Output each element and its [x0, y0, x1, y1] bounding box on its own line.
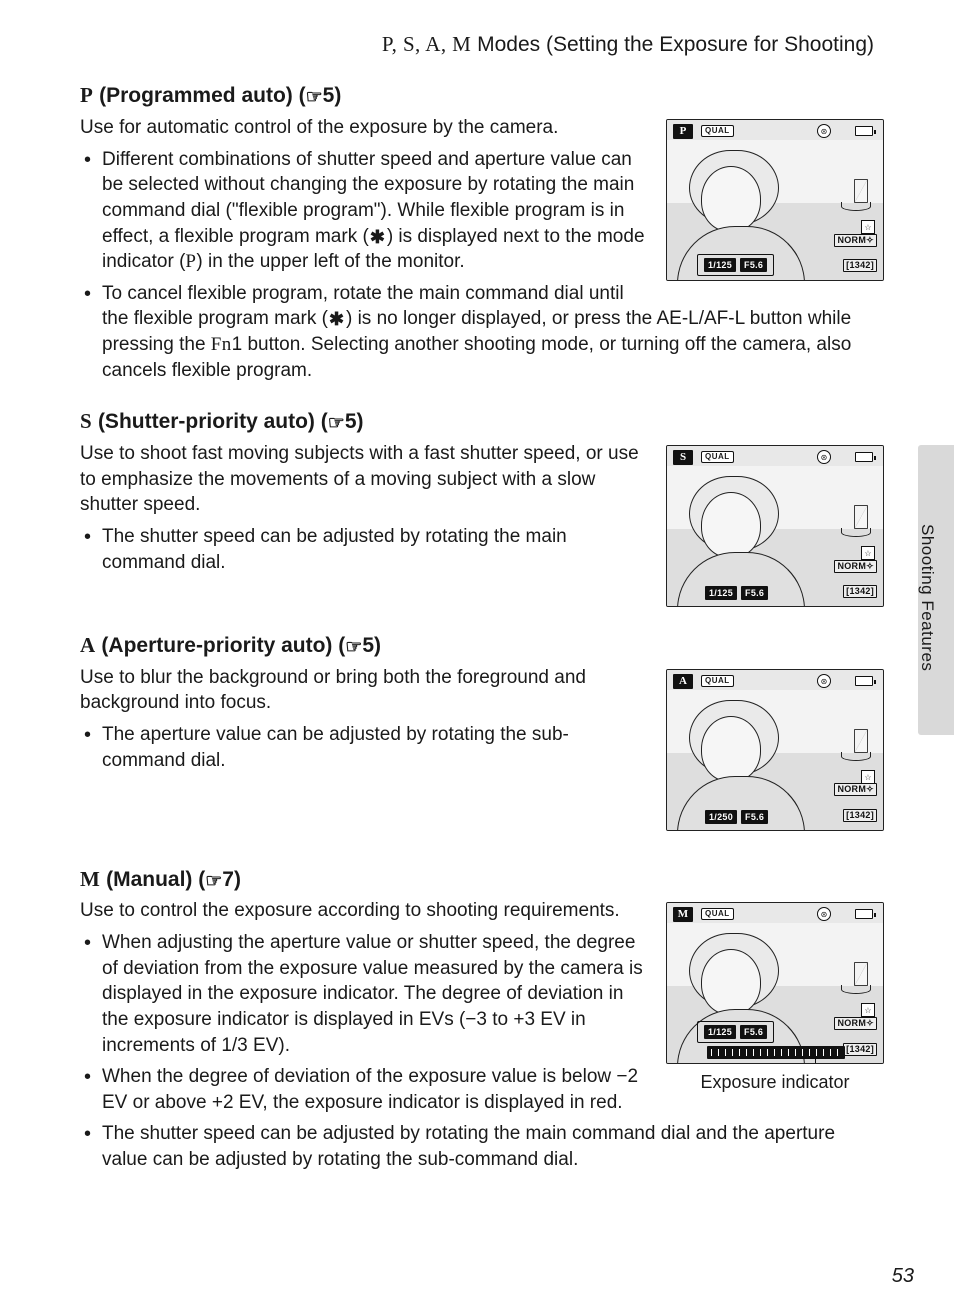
section-p: P (Programmed auto) (☞5) P QUAL ⊛ NR✧ ☆ …: [80, 81, 884, 389]
heading-s-glyph: S: [80, 409, 92, 433]
bullet-s-1: The shutter speed can be adjusted by rot…: [80, 524, 884, 575]
heading-m-rest: (Manual) (: [100, 868, 205, 891]
count-chip: [1342]: [843, 585, 877, 598]
header-title: Modes (Setting the Exposure for Shooting…: [471, 33, 874, 56]
flexible-program-mark-icon: [369, 228, 387, 244]
mode-chip: P: [673, 124, 693, 139]
battery-icon: [855, 452, 873, 462]
qual-chip: QUAL: [701, 908, 734, 920]
heading-p-glyph: P: [80, 83, 93, 107]
top-icon-round: ⊛: [817, 124, 831, 138]
aperture-readout: F5.6: [741, 810, 768, 824]
bullet-m-2: When the degree of deviation of the expo…: [80, 1064, 884, 1115]
screen-topbar: S QUAL ⊛: [667, 446, 883, 468]
heading-p-rest: (Programmed auto) (: [93, 84, 305, 107]
reference-icon: ☞: [306, 85, 323, 111]
reference-icon: ☞: [345, 635, 362, 661]
mode-chip: S: [673, 450, 693, 465]
heading-m-ref: 7): [222, 868, 241, 891]
mode-chip: A: [673, 674, 693, 689]
reference-icon: ☞: [328, 411, 345, 437]
bullets-m: When adjusting the aperture value or shu…: [80, 930, 884, 1173]
top-icon-round: ⊛: [817, 907, 831, 921]
heading-m-glyph: M: [80, 867, 100, 891]
readout: 1/125 F5.6: [705, 586, 768, 600]
top-icon-round: ⊛: [817, 450, 831, 464]
section-a: A (Aperture-priority auto) (☞5) A QUAL ⊛…: [80, 631, 884, 837]
heading-a: A (Aperture-priority auto) (☞5): [80, 631, 884, 661]
count-chip: [1342]: [843, 809, 877, 822]
norm-chip: NORM✧: [834, 783, 877, 796]
heading-m: M (Manual) (☞7): [80, 865, 884, 895]
section-s: S (Shutter-priority auto) (☞5) S QUAL ⊛ …: [80, 407, 884, 613]
flexible-program-mark-icon: [328, 310, 346, 326]
screen-topbar: P QUAL ⊛: [667, 120, 883, 142]
header-modes-glyph: P, S, A, M: [382, 32, 471, 56]
fn-glyph: Fn: [211, 334, 232, 355]
text: ) in the upper left of the monitor.: [196, 251, 464, 272]
reference-icon: ☞: [205, 869, 222, 895]
bullets-s: The shutter speed can be adjusted by rot…: [80, 524, 884, 575]
bullet-p-1: Different combinations of shutter speed …: [80, 147, 884, 275]
shutter-readout: 1/250: [705, 810, 737, 824]
heading-a-ref: 5): [362, 634, 381, 657]
screen-topbar: M QUAL ⊛: [667, 903, 883, 925]
battery-icon: [855, 126, 873, 136]
mode-chip: M: [673, 907, 693, 922]
heading-s: S (Shutter-priority auto) (☞5): [80, 407, 884, 437]
screen-topbar: A QUAL ⊛: [667, 670, 883, 692]
side-tab-label: Shooting Features: [915, 524, 938, 671]
heading-s-rest: (Shutter-priority auto) (: [92, 410, 328, 433]
shutter-readout: 1/125: [705, 586, 737, 600]
top-icon-round: ⊛: [817, 674, 831, 688]
bullets-a: The aperture value can be adjusted by ro…: [80, 722, 884, 773]
aperture-readout: F5.6: [741, 586, 768, 600]
heading-p-ref: 5): [323, 84, 342, 107]
heading-s-ref: 5): [345, 410, 364, 433]
mode-glyph-inline: P: [185, 251, 196, 272]
heading-p: P (Programmed auto) (☞5): [80, 81, 884, 111]
readout: 1/250 F5.6: [705, 810, 768, 824]
bullet-p-2: To cancel flexible program, rotate the m…: [80, 281, 884, 384]
bullet-m-3: The shutter speed can be adjusted by rot…: [80, 1121, 884, 1172]
bottom-right-chips: NORM✧ [1342]: [834, 774, 877, 825]
qual-chip: QUAL: [701, 125, 734, 137]
battery-icon: [855, 909, 873, 919]
battery-icon: [855, 676, 873, 686]
qual-chip: QUAL: [701, 675, 734, 687]
heading-a-rest: (Aperture-priority auto) (: [96, 634, 346, 657]
heading-a-glyph: A: [80, 633, 96, 657]
bullets-p: Different combinations of shutter speed …: [80, 147, 884, 384]
section-m: M (Manual) (☞7) M QUAL ⊛ NR✧ ☆ NORM✧ [13…: [80, 865, 884, 1179]
page-number: 53: [892, 1263, 914, 1290]
page-header: P, S, A, M Modes (Setting the Exposure f…: [80, 30, 884, 59]
bullet-m-1: When adjusting the aperture value or shu…: [80, 930, 884, 1058]
bullet-a-1: The aperture value can be adjusted by ro…: [80, 722, 884, 773]
qual-chip: QUAL: [701, 451, 734, 463]
